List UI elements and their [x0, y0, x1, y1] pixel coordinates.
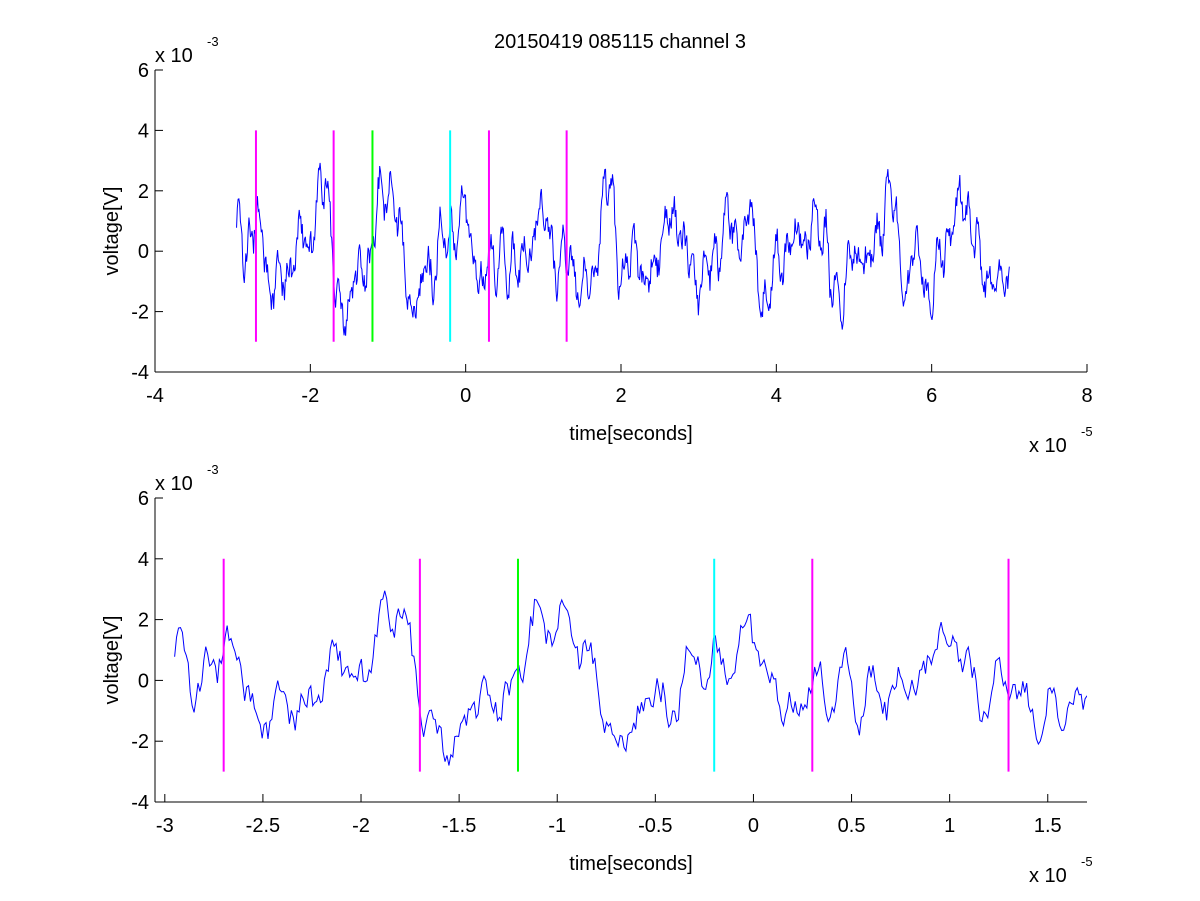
x-tick-label: -0.5 [638, 815, 672, 837]
x-tick-label: -2 [352, 815, 370, 837]
bottom-plot-panel: -3 -2.5 -2 -1.5 -1 -0.5 0 0.5 1 1.5 -4 -2 0 2 4 6 time[s… [101, 462, 1093, 887]
y-axis-label: voltage[V] [101, 187, 123, 276]
y-tick-label: -2 [131, 302, 149, 324]
top-plot-panel: -4 -2 0 2 4 6 8 -4 -2 0 2 4 6 time[seconds] voltage[V]… [101, 34, 1093, 457]
y-tick-label: 0 [138, 241, 149, 263]
x-tick-label: 2 [615, 385, 626, 407]
x-scale-label: x 10 [1029, 865, 1067, 887]
plot-area [236, 130, 1010, 342]
voltage-series-line [236, 162, 1010, 336]
x-scale-exponent: -5 [1081, 424, 1093, 439]
y-tick-label: -4 [131, 362, 149, 384]
x-tick-label: -4 [146, 385, 164, 407]
y-tick-label: 0 [138, 670, 149, 692]
x-tick-label: -1 [548, 815, 566, 837]
y-scale-label: x 10 [155, 45, 193, 67]
y-tick-label: -4 [131, 792, 149, 814]
y-axis-label: voltage[V] [101, 616, 123, 705]
y-tick-label: 6 [138, 60, 149, 82]
y-scale-label: x 10 [155, 473, 193, 495]
x-tick-label: 4 [771, 385, 782, 407]
x-axis-label: time[seconds] [569, 423, 692, 445]
x-tick-label: 1 [944, 815, 955, 837]
x-tick-label: -3 [156, 815, 174, 837]
y-scale-exponent: -3 [207, 462, 219, 477]
x-tick-label: 1.5 [1034, 815, 1062, 837]
x-tick-label: 0.5 [838, 815, 866, 837]
x-scale-label: x 10 [1029, 435, 1067, 457]
y-tick-label: 6 [138, 488, 149, 510]
voltage-series-line [174, 590, 1087, 766]
x-axis-label: time[seconds] [569, 853, 692, 875]
y-tick-label: 4 [138, 549, 149, 571]
x-tick-label: 6 [926, 385, 937, 407]
y-tick-label: -2 [131, 731, 149, 753]
x-tick-label: -2.5 [246, 815, 280, 837]
y-tick-label: 2 [138, 610, 149, 632]
x-tick-label: -2 [301, 385, 319, 407]
x-tick-label: 0 [748, 815, 759, 837]
y-scale-exponent: -3 [207, 34, 219, 49]
plot-area [174, 558, 1087, 772]
x-tick-label: 8 [1081, 385, 1092, 407]
x-tick-label: 0 [460, 385, 471, 407]
figure-title: 20150419 085115 channel 3 [494, 31, 746, 53]
x-scale-exponent: -5 [1081, 854, 1093, 869]
y-tick-label: 4 [138, 120, 149, 142]
x-tick-label: -1.5 [442, 815, 476, 837]
y-tick-label: 2 [138, 181, 149, 203]
